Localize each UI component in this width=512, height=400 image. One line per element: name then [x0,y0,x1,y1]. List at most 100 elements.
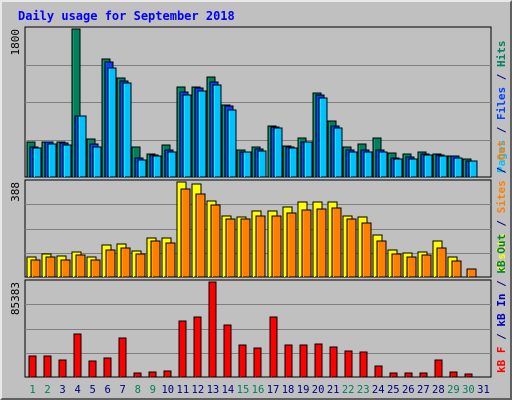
bar-kb-f-day-28 [434,359,443,378]
bar-kb-f-day-18 [284,344,293,378]
bar-kb-f-day-9 [148,371,157,378]
bar-pages-day-30 [468,160,478,178]
bar-kb-f-day-1 [28,355,37,378]
bar-pages-day-16 [257,150,267,178]
bar-pages-day-20 [318,97,328,178]
bar-pages-day-9 [152,155,162,178]
bar-kb-f-day-11 [178,320,187,378]
day-label-22: 22 [342,384,355,396]
legend-entry: Sites [495,180,508,213]
day-label-8: 8 [135,384,141,396]
day-label-31: 31 [477,384,490,396]
day-label-9: 9 [150,384,156,396]
day-label-3: 3 [59,384,65,396]
legend-entry: Hits [495,41,508,68]
bar-sites-day-30 [466,268,477,278]
legend-entry: / [495,120,508,140]
bar-kb-f-day-12 [193,316,202,378]
legend-entry: Files [495,87,508,120]
bar-pages-day-26 [408,158,418,178]
bar-kb-f-day-13 [208,281,217,378]
bar-kb-f-day-20 [314,343,323,378]
bar-kb-f-day-4 [73,333,82,378]
bar-sites-day-26 [406,256,417,278]
day-label-14: 14 [222,384,235,396]
bar-pages-day-14 [227,109,237,178]
bar-pages-day-28 [438,155,448,178]
bar-kb-f-day-6 [103,357,112,378]
bar-pages-day-27 [423,154,433,178]
bar-sites-day-25 [391,253,402,278]
panel-visits-sites: 388 Visits / Sites / Out [9,141,508,278]
bar-kb-f-day-27 [419,372,428,378]
bar-pages-day-1 [32,147,42,178]
bar-kb-f-day-21 [329,346,338,378]
day-label-12: 12 [192,384,205,396]
day-label-17: 17 [267,384,280,396]
bar-pages-day-21 [333,127,343,178]
bar-sites-day-15 [240,218,251,278]
day-label-2: 2 [44,384,50,396]
bar-kb-f-day-3 [58,359,67,378]
bar-sites-day-9 [150,240,161,278]
legend: Pages / Files / Hits [495,41,508,174]
bar-pages-day-6 [107,67,117,178]
bar-kb-f-day-14 [223,324,232,378]
legend-entry: / [495,67,508,87]
bar-sites-day-20 [316,208,327,278]
bar-sites-day-24 [376,240,387,278]
bar-kb-f-day-10 [163,370,172,378]
bar-sites-day-8 [135,253,146,278]
bar-kb-f-day-24 [374,365,383,378]
bar-sites-day-12 [195,193,206,278]
bar-sites-day-4 [75,254,86,278]
day-label-26: 26 [402,384,415,396]
bar-kb-f-day-25 [389,372,398,378]
legend-entry: kB In [495,294,508,327]
bar-pages-day-7 [122,82,132,178]
bar-pages-day-5 [92,146,102,178]
legend-entry: / [495,274,508,294]
day-label-28: 28 [432,384,445,396]
bar-pages-day-4 [77,115,87,178]
day-label-10: 10 [161,384,174,396]
bar-kb-f-day-16 [253,347,262,378]
bar-kb-f-day-8 [133,372,142,378]
bar-sites-day-22 [346,218,357,278]
bar-sites-day-6 [105,249,116,278]
bar-kb-f-day-26 [404,372,413,378]
panel-kbytes: 85383 kB F / kB In / kB Out [9,234,508,378]
bar-sites-day-10 [165,242,176,278]
y-max-label: 85383 [9,282,22,315]
chart-title: Daily usage for September 2018 [18,9,235,23]
legend-entry: kB Out [495,234,508,274]
bar-pages-day-3 [62,144,72,178]
y-max-label: 1800 [9,29,22,56]
day-label-29: 29 [447,384,460,396]
bar-pages-day-15 [242,151,252,178]
day-label-20: 20 [312,384,325,396]
day-label-25: 25 [387,384,400,396]
bar-sites-day-14 [225,218,236,278]
bar-kb-f-day-2 [43,355,52,378]
day-label-30: 30 [462,384,475,396]
bar-kb-f-day-7 [118,337,127,378]
day-label-13: 13 [207,384,220,396]
legend-entry: Pages [495,140,508,173]
day-label-24: 24 [372,384,385,396]
bar-sites-day-18 [286,212,297,278]
legend-entry: Visits [495,233,508,273]
legend-entry: kB F [495,347,508,374]
bar-kb-f-day-19 [299,344,308,378]
bar-pages-day-18 [288,147,298,178]
day-label-18: 18 [282,384,295,396]
bar-pages-day-12 [197,90,207,178]
day-label-23: 23 [357,384,370,396]
bar-kb-f-day-5 [88,360,97,378]
bar-sites-day-1 [30,259,41,278]
bar-sites-day-16 [255,215,266,278]
legend: kB F / kB In / kB Out [495,234,508,373]
bar-sites-day-7 [120,247,131,278]
bar-pages-day-8 [137,159,147,178]
